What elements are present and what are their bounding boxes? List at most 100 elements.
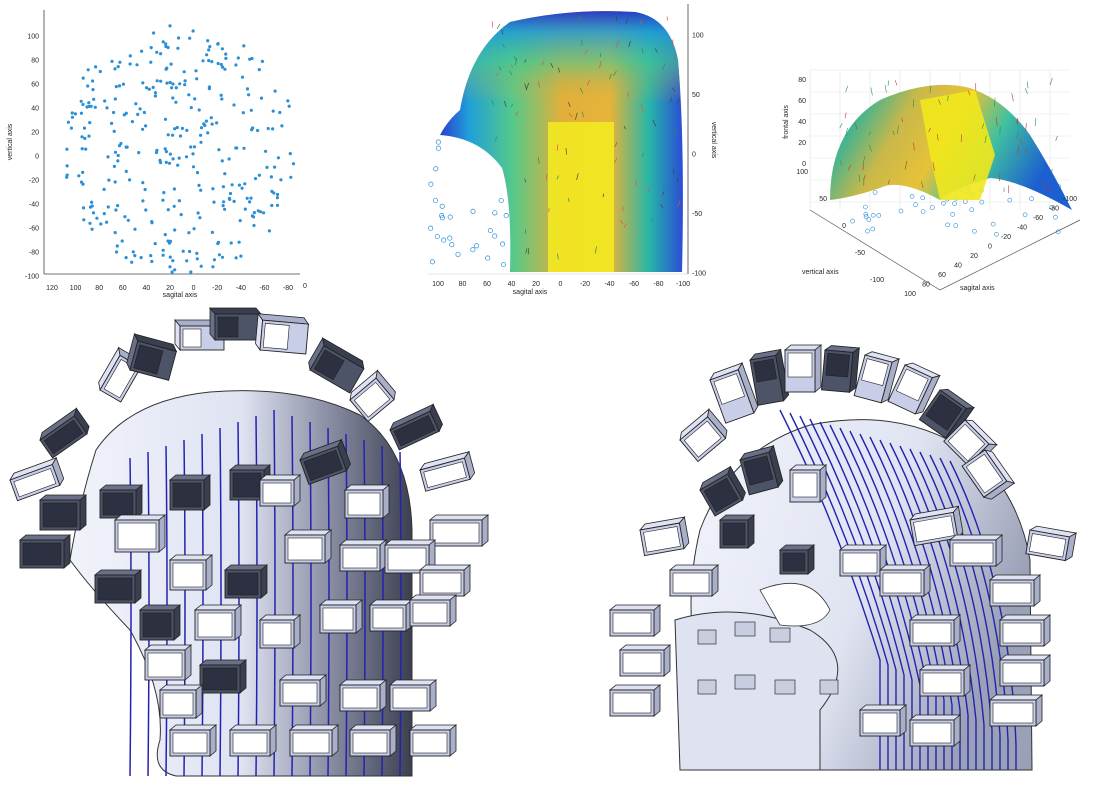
scatter-point: [65, 164, 69, 168]
scatter-point: [65, 175, 69, 179]
scatter-point: [193, 97, 197, 101]
scatter-point: [102, 212, 106, 216]
flap-window: [697, 629, 717, 645]
scatter-point: [83, 136, 87, 140]
scatter-point: [158, 158, 162, 162]
scatter-point: [166, 239, 170, 243]
x-tick-label: 80: [922, 282, 930, 289]
normal-vector: [839, 123, 843, 129]
scatter-point: [232, 199, 236, 203]
cap-projection-svg: 100 80 60 40 20 0 -20 -40 -60 -80 -100 100 50 0 -50 -1…: [428, 4, 717, 296]
scatter-point: [81, 76, 85, 80]
scatter-point: [150, 220, 154, 224]
x-tick-label: -20: [1001, 234, 1011, 241]
normal-vector: [981, 123, 984, 129]
scatter-point: [212, 200, 216, 204]
scatter-point: [161, 198, 165, 202]
electrode-holder: [408, 594, 458, 627]
normal-vector: [870, 87, 873, 96]
scatter-point: [126, 218, 130, 222]
scatter-point: [174, 100, 178, 104]
scatter-point: [224, 56, 228, 61]
electrode-holder: [193, 604, 243, 641]
y-tick-labels: 100 50 0 -50 -100: [796, 169, 884, 284]
scatter-point: [134, 102, 138, 106]
scatter-point: [168, 152, 172, 156]
x-tick-label: 100: [904, 291, 916, 298]
normal-vector: [901, 117, 903, 123]
scatter-point: [223, 172, 227, 176]
scatter-point: [195, 257, 199, 261]
normal-vector: [1043, 180, 1046, 189]
scatter-point: [149, 254, 153, 258]
x-tick-label: -80: [283, 285, 293, 292]
scatter-point: [253, 177, 258, 181]
electrode-circle: [428, 181, 434, 187]
scatter-point: [216, 42, 220, 46]
electrode-holder: [853, 351, 901, 404]
scatter-point: [191, 29, 195, 33]
base-axes: [809, 209, 1081, 291]
scatter-point: [267, 229, 271, 233]
scatter-point: [128, 62, 132, 66]
scatter-point: [210, 60, 214, 64]
scatter-point: [116, 153, 120, 158]
normal-vector: [1049, 186, 1051, 192]
scatter-point: [168, 239, 173, 243]
scatter-point: [117, 144, 122, 148]
normal-vector: [599, 61, 602, 68]
electrode-holder: [783, 344, 823, 393]
scatter-point: [95, 216, 99, 220]
normal-vector: [662, 63, 666, 70]
normal-vector: [495, 72, 499, 77]
electrode-holder: [338, 679, 388, 712]
y-tick-label: 100: [796, 169, 808, 176]
scatter-point: [136, 112, 140, 116]
electrode-holder: [209, 306, 262, 342]
scatter-point: [181, 249, 185, 253]
electrode-circle: [913, 202, 918, 207]
normal-vector: [625, 18, 628, 25]
electrode-holder: [948, 534, 1004, 567]
scatter-point: [234, 63, 238, 67]
normal-vector: [537, 81, 541, 88]
x-tick-label: -80: [653, 281, 663, 288]
scatter-point: [185, 128, 189, 132]
scatter-point: [169, 62, 173, 66]
normal-vector: [936, 134, 939, 141]
electrode-holder: [788, 464, 828, 503]
normal-vector: [904, 160, 908, 170]
scatter-point: [155, 50, 159, 54]
normal-vector: [652, 119, 657, 127]
x-tick-label: 40: [143, 285, 151, 292]
scatter-point: [191, 165, 196, 169]
scatter-point: [180, 126, 184, 130]
normal-vector: [641, 152, 645, 157]
scatter-point: [123, 215, 127, 219]
scatter-point: [242, 44, 246, 48]
scatter-point: [265, 165, 269, 169]
scatter-point: [164, 150, 168, 154]
electrode-circle: [429, 259, 435, 265]
x-tick-label: 0: [192, 285, 196, 292]
scatter-point: [289, 175, 293, 179]
electrode-circle: [898, 208, 904, 214]
x-tick-label: 20: [970, 253, 978, 260]
normal-vector: [887, 80, 889, 86]
electrode-circle: [447, 214, 453, 220]
scatter-point: [227, 196, 231, 200]
electrode-circle: [455, 251, 461, 257]
scatter-point: [141, 81, 145, 85]
scatter-point: [199, 264, 203, 268]
normal-vector: [894, 80, 898, 86]
corner-tick-label: 0: [303, 283, 307, 290]
electrode-holder: [699, 465, 746, 517]
y-tick-label: 0: [692, 152, 696, 159]
x-tick-label: 60: [938, 272, 946, 279]
electrode-circle: [492, 233, 498, 239]
electrode-circle: [945, 222, 950, 228]
x-tick-label: -60: [629, 281, 639, 288]
electrode-holder: [168, 554, 214, 591]
normal-vector: [938, 99, 941, 105]
